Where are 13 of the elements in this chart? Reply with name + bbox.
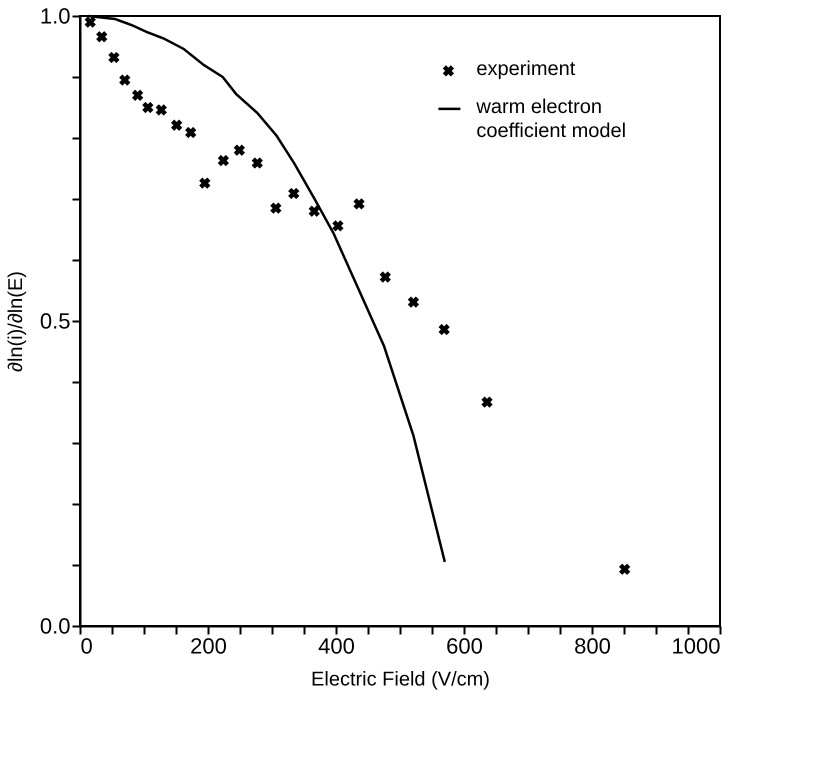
x-axis-title: Electric Field (V/cm) — [311, 668, 490, 690]
y-tick-label: 0.5 — [40, 308, 70, 334]
x-tick-label: 200 — [190, 634, 227, 658]
y-axis-title: ∂ln(i)/∂ln(E) — [4, 271, 27, 372]
legend-label: warm electron coefficient model — [475, 96, 626, 142]
x-tick-label: 400 — [318, 634, 355, 658]
x-tick-label: 1000 — [672, 634, 720, 658]
y-tick-label: 0.0 — [40, 614, 70, 638]
x-tick-label: 0 — [80, 634, 93, 658]
legend-label: experiment — [476, 58, 576, 80]
x-tick-label: 800 — [574, 634, 611, 658]
x-tick-label: 600 — [446, 634, 483, 658]
y-tick-label: 1.0 — [40, 4, 70, 28]
